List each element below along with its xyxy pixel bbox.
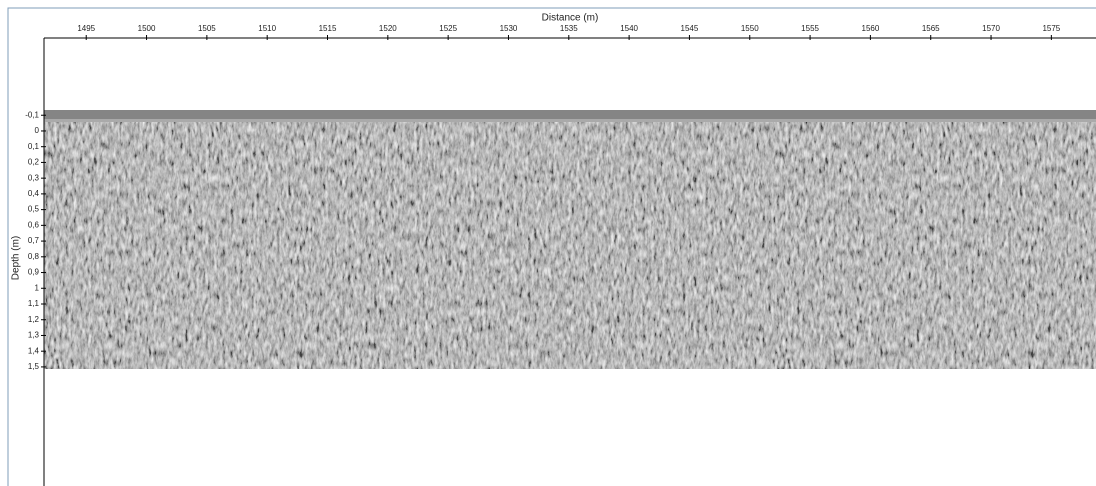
x-tick-label: 1575 — [1042, 24, 1060, 33]
x-tick-label: 1535 — [560, 24, 578, 33]
y-tick-label: 0,9 — [28, 268, 40, 277]
y-tick-label: 0,6 — [28, 220, 40, 229]
x-tick-label: 1545 — [681, 24, 699, 33]
y-tick-label: 0,1 — [28, 142, 40, 151]
y-tick-label: 1,3 — [28, 331, 40, 340]
x-axis-title: Distance (m) — [542, 13, 599, 24]
y-tick-label: 1,2 — [28, 315, 40, 324]
y-tick-label: 0,5 — [28, 205, 40, 214]
y-tick-label: 1,4 — [28, 346, 40, 355]
x-tick-label: 1515 — [319, 24, 337, 33]
y-axis-title: Depth (m) — [11, 236, 22, 280]
x-tick-label: 1570 — [982, 24, 1000, 33]
x-tick-label: 1555 — [801, 24, 819, 33]
y-tick-label: 1,1 — [28, 299, 40, 308]
y-tick-label: 0,2 — [28, 158, 40, 167]
page: {"chart_data": {"type": "radargram", "xl… — [0, 0, 1096, 486]
x-tick-label: 1520 — [379, 24, 397, 33]
chart: Distance (m) Depth (m) 1495 1500 1505 1510 1… — [0, 0, 1096, 486]
x-tick-label: 1495 — [77, 24, 95, 33]
x-tick-label: 1505 — [198, 24, 216, 33]
y-tick-label: 0,8 — [28, 252, 40, 261]
y-tick-label: 0,3 — [28, 173, 40, 182]
x-tick-label: 1530 — [500, 24, 518, 33]
radargram-image — [44, 110, 1096, 369]
y-tick-label: 1 — [35, 283, 40, 292]
y-tick-label: 0,4 — [28, 189, 40, 198]
y-tick-label: 0 — [35, 126, 40, 135]
x-tick-label: 1510 — [258, 24, 276, 33]
x-tick-label: 1550 — [741, 24, 759, 33]
x-tick-label: 1525 — [439, 24, 457, 33]
x-tick-label: 1500 — [138, 24, 156, 33]
y-tick-label: -0,1 — [25, 110, 39, 119]
x-tick-label: 1540 — [620, 24, 638, 33]
x-tick-label: 1565 — [922, 24, 940, 33]
y-tick-label: 1,5 — [28, 362, 40, 371]
x-tick-label: 1560 — [862, 24, 880, 33]
y-tick-label: 0,7 — [28, 236, 40, 245]
